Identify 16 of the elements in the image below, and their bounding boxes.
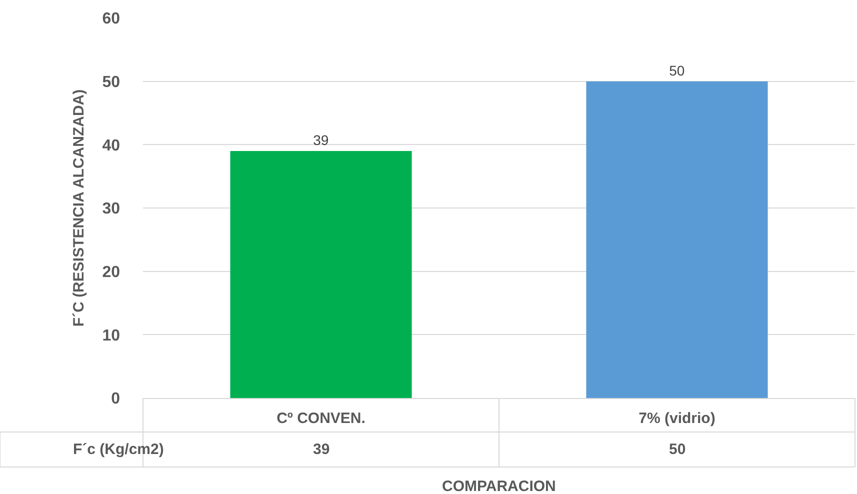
y-tick-label: 10 — [102, 327, 120, 344]
y-tick-label: 50 — [102, 74, 120, 91]
x-tick-label: 7% (vidrio) — [638, 410, 716, 427]
data-label: 50 — [669, 441, 686, 458]
x-axis-title: COMPARACION — [442, 478, 556, 494]
data-label: 39 — [313, 441, 330, 458]
x-tick-label: Cº CONVEN. — [276, 410, 366, 427]
y-tick-label: 0 — [111, 390, 120, 408]
y-tick-label: 20 — [102, 264, 120, 281]
annotation: 39 — [313, 132, 329, 148]
y-tick-label: 30 — [102, 200, 120, 218]
y-tick-label: 40 — [102, 137, 120, 154]
y-axis-title: F´C (RESISTENCIA ALCANZADA) — [70, 89, 88, 327]
text: F´c (Kg/cm2) — [73, 441, 164, 458]
y-tick-label: 60 — [102, 10, 120, 28]
annotation: 50 — [669, 62, 685, 78]
